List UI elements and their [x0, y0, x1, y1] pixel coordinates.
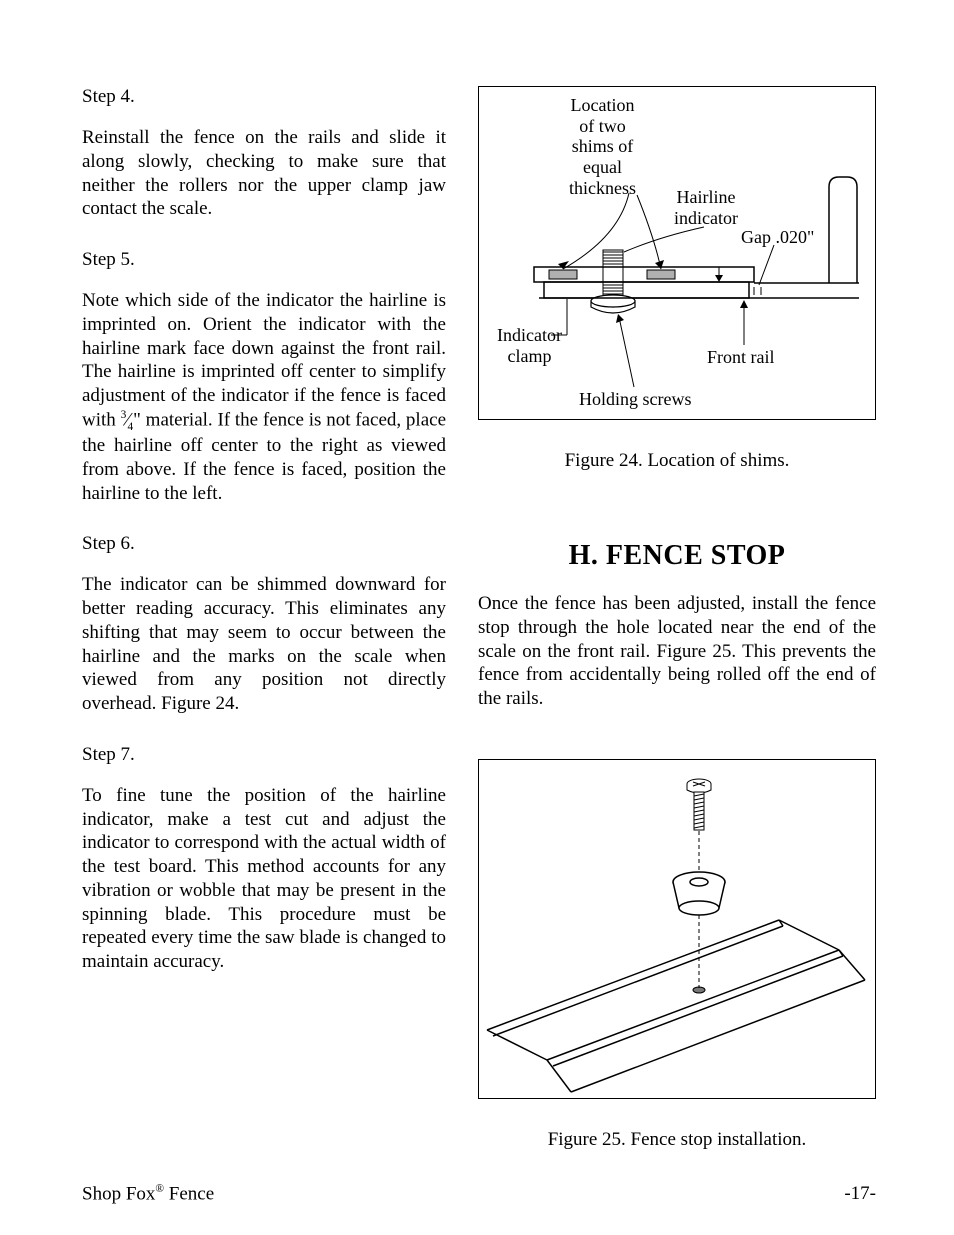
- section-h-heading: H. FENCE STOP: [478, 540, 876, 572]
- right-column: Locationof twoshims ofequalthickness Hai…: [478, 86, 876, 1151]
- fig25-diagram: [479, 760, 875, 1098]
- left-column: Step 4. Reinstall the fence on the rails…: [82, 86, 446, 1151]
- section-h-paragraph: Once the fence has been adjusted, instal…: [478, 592, 876, 711]
- step7-heading: Step 7.: [82, 744, 446, 766]
- step6-heading: Step 6.: [82, 533, 446, 555]
- fig24-diagram: [479, 87, 875, 419]
- step5-heading: Step 5.: [82, 249, 446, 271]
- page-body: Step 4. Reinstall the fence on the rails…: [0, 0, 954, 1191]
- step7-paragraph: To fine tune the position of the hairlin…: [82, 784, 446, 974]
- step4-heading: Step 4.: [82, 86, 446, 108]
- footer-brand-b: Fence: [164, 1183, 214, 1204]
- step5-text-b: " material. If the fence is not faced, p…: [82, 409, 446, 504]
- figure-24: Locationof twoshims ofequalthickness Hai…: [478, 86, 876, 420]
- step4-paragraph: Reinstall the fence on the rails and sli…: [82, 126, 446, 221]
- footer-brand-a: Shop Fox: [82, 1183, 155, 1204]
- step6-paragraph: The indicator can be shimmed downward fo…: [82, 573, 446, 716]
- figure-25-caption: Figure 25. Fence stop installation.: [478, 1129, 876, 1151]
- registered-icon: ®: [155, 1183, 164, 1195]
- figure-25: [478, 759, 876, 1099]
- footer-page-number: -17-: [844, 1183, 876, 1205]
- page-footer: Shop Fox® Fence -17-: [82, 1183, 876, 1205]
- figure-24-caption: Figure 24. Location of shims.: [478, 450, 876, 472]
- footer-left: Shop Fox® Fence: [82, 1183, 214, 1205]
- step5-paragraph: Note which side of the indicator the hai…: [82, 289, 446, 505]
